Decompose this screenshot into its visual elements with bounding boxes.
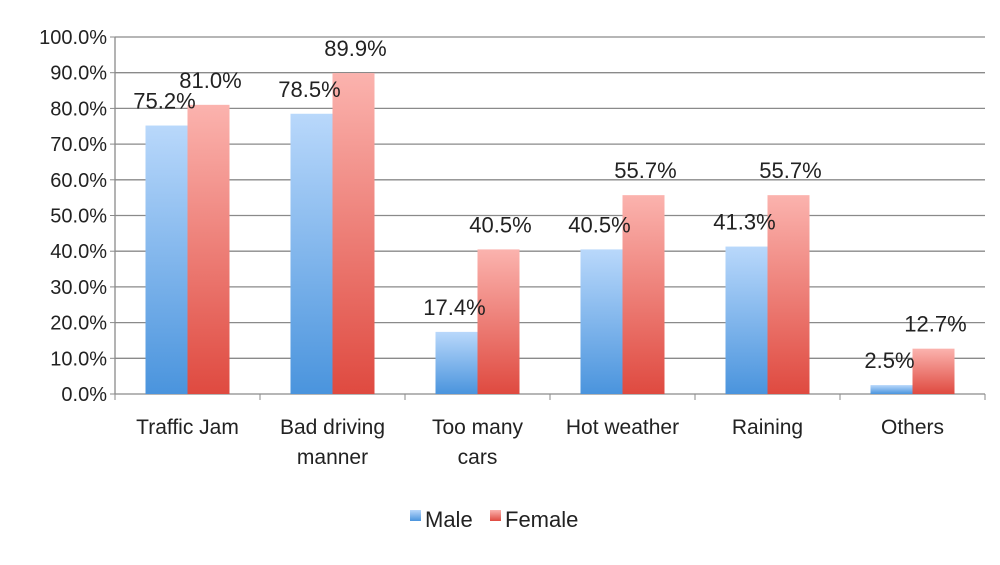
y-tick-label: 10.0% bbox=[50, 348, 107, 370]
bar-female bbox=[622, 195, 665, 394]
y-tick-label: 100.0% bbox=[39, 27, 107, 49]
y-tick-label: 90.0% bbox=[50, 63, 107, 85]
x-tick-label: Too many bbox=[432, 416, 524, 439]
bar-female bbox=[187, 104, 230, 394]
data-label: 40.5% bbox=[469, 212, 531, 237]
bar-male bbox=[145, 125, 188, 394]
bar-male bbox=[870, 385, 913, 394]
x-tick-label: Others bbox=[881, 416, 944, 439]
data-label: 41.3% bbox=[713, 210, 775, 235]
bar-male bbox=[435, 331, 478, 394]
legend-swatch-male bbox=[410, 510, 421, 521]
bar-female bbox=[767, 195, 810, 394]
bar-male bbox=[580, 249, 623, 394]
bar-female bbox=[912, 348, 955, 394]
y-tick-label: 80.0% bbox=[50, 98, 107, 120]
x-tick-label: Bad driving bbox=[280, 416, 385, 439]
y-tick-label: 40.0% bbox=[50, 241, 107, 263]
data-label: 89.9% bbox=[324, 36, 386, 61]
legend-label: Female bbox=[505, 507, 578, 532]
y-tick-label: 60.0% bbox=[50, 170, 107, 192]
legend-swatch-female bbox=[490, 510, 501, 521]
y-tick-label: 30.0% bbox=[50, 277, 107, 299]
data-label: 81.0% bbox=[179, 68, 241, 93]
data-label: 55.7% bbox=[759, 158, 821, 183]
y-tick-label: 20.0% bbox=[50, 313, 107, 335]
x-tick-label: Hot weather bbox=[566, 416, 679, 439]
bar-male bbox=[725, 246, 768, 394]
data-label: 12.7% bbox=[904, 312, 966, 337]
y-tick-label: 70.0% bbox=[50, 134, 107, 156]
data-label: 40.5% bbox=[568, 212, 630, 237]
x-tick-label: cars bbox=[458, 446, 498, 469]
data-label: 75.2% bbox=[133, 89, 195, 114]
data-label: 78.5% bbox=[278, 77, 340, 102]
legend-label: Male bbox=[425, 507, 473, 532]
bar-female bbox=[332, 73, 375, 394]
x-tick-label: manner bbox=[297, 446, 368, 469]
x-tick-label: Raining bbox=[732, 416, 803, 439]
bar-female bbox=[477, 249, 520, 394]
y-tick-label: 50.0% bbox=[50, 206, 107, 228]
y-tick-label: 0.0% bbox=[61, 384, 107, 406]
data-label: 55.7% bbox=[614, 158, 676, 183]
bar-male bbox=[290, 113, 333, 394]
data-label: 2.5% bbox=[864, 348, 914, 373]
data-label: 17.4% bbox=[423, 295, 485, 320]
x-tick-label: Traffic Jam bbox=[136, 416, 239, 439]
